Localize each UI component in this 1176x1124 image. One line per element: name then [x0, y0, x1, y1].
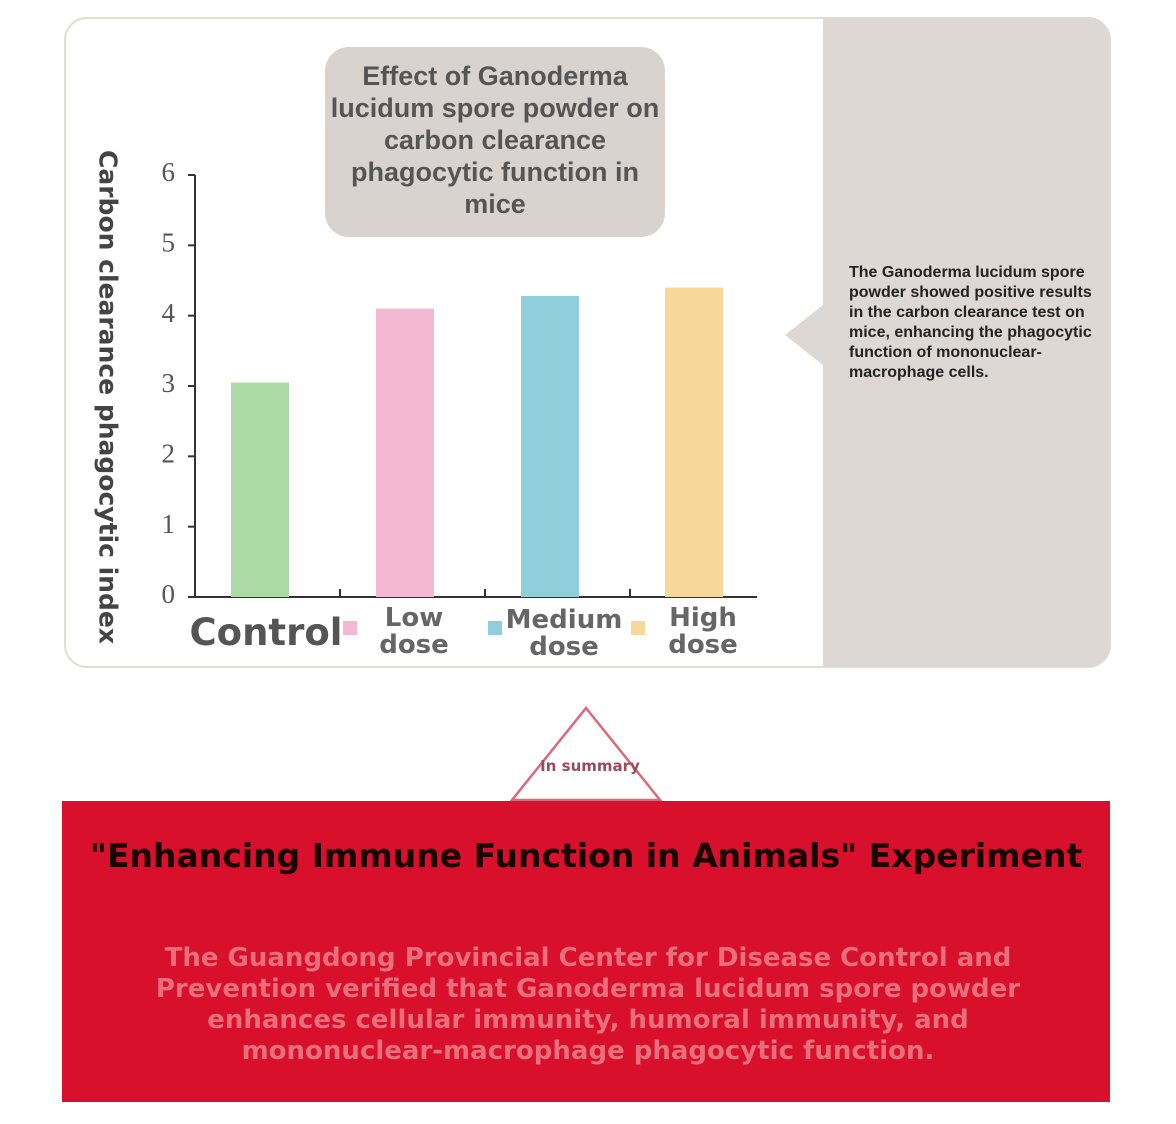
y-tick-label: 1	[162, 509, 176, 539]
category-swatch	[343, 621, 357, 635]
category-swatch	[631, 621, 645, 635]
category-swatch	[488, 621, 502, 635]
y-axis-label: Carbon clearance phagocytic index	[93, 150, 123, 644]
chart: 0 1 2 3 4 5 6	[162, 157, 757, 635]
x-tick-label: Control	[189, 611, 343, 654]
badge-text: In summary	[540, 757, 640, 775]
y-tick-label: 4	[162, 298, 176, 328]
bar	[376, 308, 434, 597]
x-tick-label: High dose	[668, 603, 738, 660]
badge-triangle	[509, 706, 663, 802]
bar	[521, 295, 579, 597]
side-panel	[823, 18, 1110, 667]
callout-text: The Ganoderma lucidum spore powder showe…	[849, 264, 1092, 381]
y-tick-label: 2	[162, 439, 176, 469]
y-tick-label: 6	[162, 157, 176, 187]
callout-pointer	[785, 305, 823, 365]
y-tick-label: 3	[162, 368, 176, 398]
bar	[665, 287, 723, 597]
x-tick-label: Medium dose	[505, 605, 623, 662]
chart-title: Effect of Ganoderma lucidum spore powder…	[330, 61, 660, 219]
summary-title: "Enhancing Immune Function in Animals" E…	[89, 836, 1083, 875]
bar	[231, 382, 289, 597]
y-tick-label: 5	[162, 228, 176, 258]
x-tick-label: Low dose	[379, 603, 449, 660]
summary-box	[62, 801, 1110, 1102]
summary-body: The Guangdong Provincial Center for Dise…	[155, 943, 1021, 1066]
y-tick-label: 0	[162, 579, 176, 609]
title-box	[325, 47, 665, 237]
